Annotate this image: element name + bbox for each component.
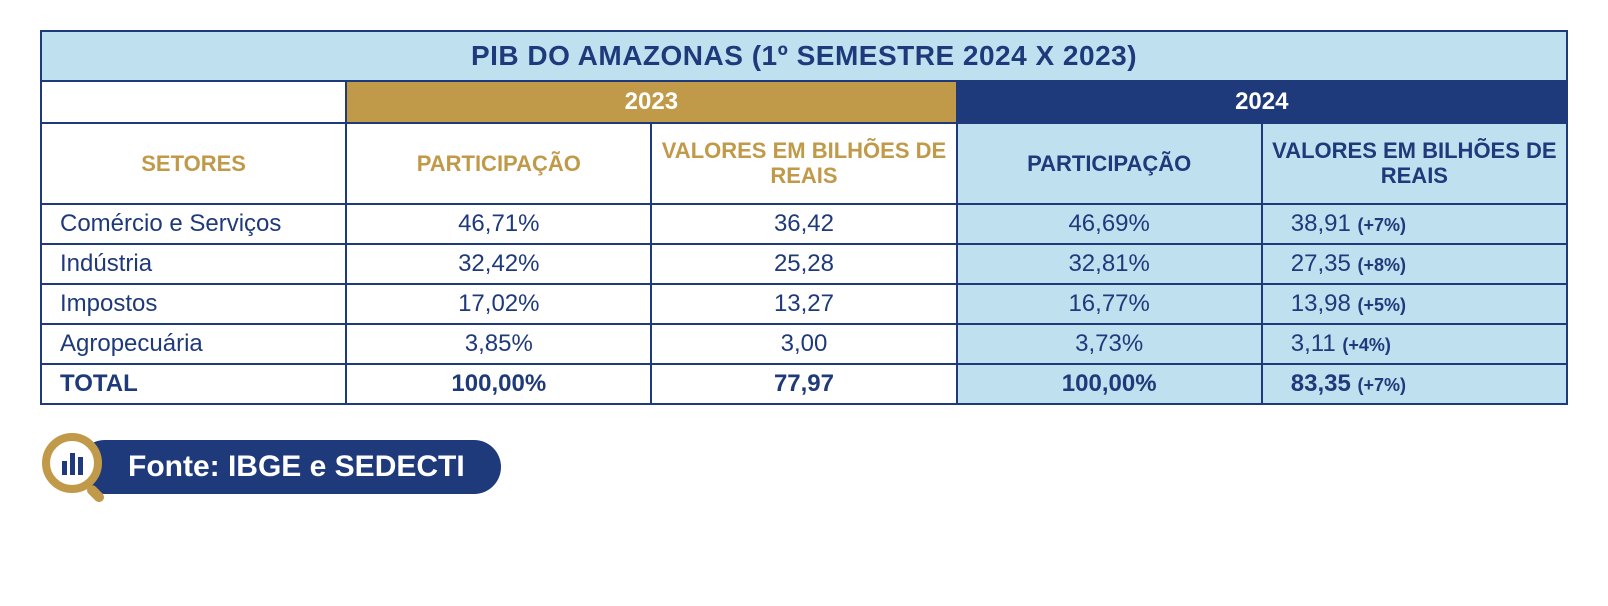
total-valor-2024: 83,35 [1291,370,1351,397]
pib-table: PIB DO AMAZONAS (1º SEMESTRE 2024 X 2023… [40,30,1568,405]
valores-2024: 13,98 (+5%) [1262,284,1567,324]
valores-2023: 36,42 [651,204,956,244]
table-total-row: TOTAL 100,00% 77,97 100,00% 83,35 (+7%) [41,364,1567,404]
delta: (+4%) [1342,335,1391,355]
source-block: Fonte: IBGE e SEDECTI [40,431,1568,503]
valor-2024: 27,35 [1291,250,1351,277]
total-valores-2023: 77,97 [651,364,956,404]
source-label: Fonte: IBGE e SEDECTI [78,440,501,494]
participacao-2024: 16,77% [957,284,1262,324]
table-row: Comércio e Serviços 46,71% 36,42 46,69% … [41,204,1567,244]
valor-2024: 38,91 [1291,210,1351,237]
total-delta: (+7%) [1357,375,1406,395]
participacao-2024: 3,73% [957,324,1262,364]
participacao-2023: 3,85% [346,324,651,364]
table-row: Indústria 32,42% 25,28 32,81% 27,35 (+8%… [41,244,1567,284]
participacao-2024: 32,81% [957,244,1262,284]
valores-2024: 38,91 (+7%) [1262,204,1567,244]
header-valores-2023: VALORES EM BILHÕES DE REAIS [651,123,956,204]
year-2023-header: 2023 [346,81,956,123]
participacao-2023: 17,02% [346,284,651,324]
valor-2024: 13,98 [1291,290,1351,317]
sector-name: Indústria [41,244,346,284]
header-valores-2024: VALORES EM BILHÕES DE REAIS [1262,123,1567,204]
header-participacao-2024: PARTICIPAÇÃO [957,123,1262,204]
delta: (+7%) [1357,215,1406,235]
table-title: PIB DO AMAZONAS (1º SEMESTRE 2024 X 2023… [41,31,1567,81]
column-header-row: SETORES PARTICIPAÇÃO VALORES EM BILHÕES … [41,123,1567,204]
valor-2024: 3,11 [1291,330,1336,357]
valores-2024: 27,35 (+8%) [1262,244,1567,284]
total-participacao-2023: 100,00% [346,364,651,404]
valores-2023: 25,28 [651,244,956,284]
participacao-2023: 46,71% [346,204,651,244]
header-setores: SETORES [41,123,346,204]
valores-2023: 3,00 [651,324,956,364]
year-2024-header: 2024 [957,81,1567,123]
delta: (+5%) [1357,295,1406,315]
table-title-row: PIB DO AMAZONAS (1º SEMESTRE 2024 X 2023… [41,31,1567,81]
sector-name: Agropecuária [41,324,346,364]
total-label: TOTAL [41,364,346,404]
year-blank-cell [41,81,346,123]
sector-name: Comércio e Serviços [41,204,346,244]
participacao-2024: 46,69% [957,204,1262,244]
sector-name: Impostos [41,284,346,324]
valores-2023: 13,27 [651,284,956,324]
year-header-row: 2023 2024 [41,81,1567,123]
valores-2024: 3,11 (+4%) [1262,324,1567,364]
header-participacao-2023: PARTICIPAÇÃO [346,123,651,204]
table-row: Agropecuária 3,85% 3,00 3,73% 3,11 (+4%) [41,324,1567,364]
delta: (+8%) [1357,255,1406,275]
total-participacao-2024: 100,00% [957,364,1262,404]
magnifier-chart-icon [40,431,112,503]
participacao-2023: 32,42% [346,244,651,284]
total-valores-2024: 83,35 (+7%) [1262,364,1567,404]
table-row: Impostos 17,02% 13,27 16,77% 13,98 (+5%) [41,284,1567,324]
